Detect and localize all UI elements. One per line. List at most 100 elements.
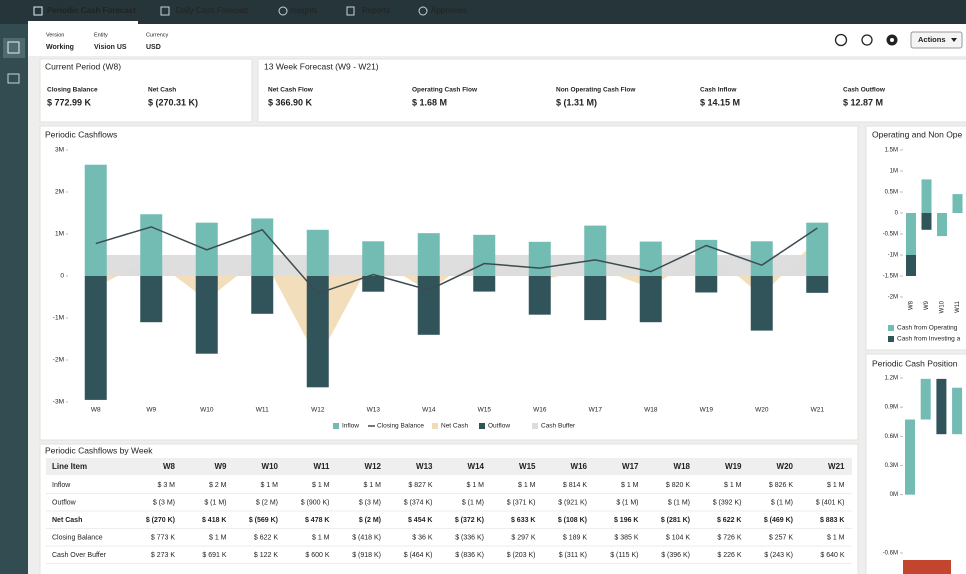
table-cell: $ (921 K): [558, 499, 587, 506]
y-tick-label: -2M: [888, 295, 898, 301]
cash-position-card: [865, 353, 966, 574]
table-cell: $ 478 K: [305, 517, 330, 524]
bar: [695, 276, 718, 293]
y-tick-label: 0.9M: [885, 405, 898, 411]
table-cell: $ (900 K): [301, 499, 330, 506]
x-tick-label: W11: [955, 300, 961, 313]
context-label: Version: [46, 32, 64, 38]
table-cell: $ 1 M: [621, 482, 639, 489]
y-tick-label: -1M: [53, 315, 64, 322]
table-cell: $ 297 K: [511, 534, 535, 541]
table-cell: $ (464 K): [404, 552, 433, 559]
bar: [306, 229, 329, 276]
legend-label[interactable]: Inflow: [342, 423, 359, 430]
table-cell: $ (203 K): [507, 552, 536, 559]
forecast-card: [257, 58, 966, 123]
actions-button[interactable]: [910, 31, 963, 49]
table-cell: $ (270 K): [146, 517, 175, 524]
table-cell: $ 196 K: [614, 517, 639, 524]
nav-tab[interactable]: Daily Cash Forecast: [176, 6, 249, 15]
sidebar-item-active[interactable]: [3, 38, 25, 58]
tab-icon: [346, 6, 355, 16]
table-cell: $ 633 K: [511, 517, 536, 524]
table-cell: $ (374 K): [404, 499, 433, 506]
metric-value: $ 14.15 M: [700, 97, 740, 107]
table-cell: $ (1 M): [771, 499, 793, 506]
context-label: Currency: [146, 32, 169, 38]
table-header: W19: [725, 462, 742, 471]
table-cell: $ 1 M: [260, 482, 278, 489]
bar: [140, 276, 163, 323]
metric-value: $ 12.87 M: [843, 97, 883, 107]
table-cell: $ 418 K: [202, 517, 227, 524]
x-tick-label: W12: [311, 407, 325, 414]
legend-label[interactable]: Cash Buffer: [541, 423, 576, 430]
waterfall-bar: [952, 387, 963, 435]
y-tick-label: 0M: [890, 492, 898, 498]
bar: [306, 276, 329, 388]
y-tick-label: 0: [60, 273, 64, 280]
bar: [84, 164, 107, 276]
table-cell: $ (311 K): [559, 552, 587, 559]
card-title: Periodic Cashflows: [45, 129, 117, 139]
nav-tab[interactable]: Approvals: [431, 6, 467, 15]
y-tick-label: 0.6M: [885, 434, 898, 440]
table-cell: $ 1 M: [724, 482, 742, 489]
bar: [362, 276, 385, 292]
legend-swatch: [888, 325, 894, 331]
table-cell: $ (3 M): [359, 499, 381, 506]
context-value[interactable]: USD: [146, 44, 161, 51]
y-tick-label: -1M: [888, 253, 898, 259]
legend-label[interactable]: Cash from Investing a: [897, 336, 961, 343]
tab-icon: [33, 6, 43, 16]
table-cell: $ 826 K: [769, 482, 793, 489]
y-tick-label: 1.5M: [885, 148, 898, 154]
x-tick-label: W13: [367, 407, 381, 414]
table-cell: $ 1 M: [518, 482, 536, 489]
table-cell: $ 36 K: [412, 534, 433, 541]
sidebar: [0, 24, 28, 574]
legend-label[interactable]: Outflow: [488, 423, 510, 430]
bar: [528, 276, 551, 315]
table-cell: $ 773 K: [151, 534, 175, 541]
legend-swatch: [479, 423, 485, 429]
legend-swatch: [532, 423, 538, 429]
legend-label[interactable]: Net Cash: [441, 423, 468, 430]
metric-label: Closing Balance: [47, 87, 98, 94]
table-header: Line Item: [52, 462, 87, 471]
table-cell: $ 2 M: [209, 482, 227, 489]
legend-swatch: [888, 336, 894, 342]
legend-label[interactable]: Closing Balance: [377, 423, 424, 430]
table-cell: $ (1 M): [204, 499, 226, 506]
refresh-button[interactable]: [861, 34, 873, 46]
table-cell: $ (372 K): [455, 517, 484, 524]
sidebar-icon[interactable]: [7, 73, 20, 84]
y-tick-label: 2M: [55, 189, 64, 196]
nav-tab[interactable]: Periodic Cash Forecast: [47, 6, 136, 15]
waterfall-bar: [936, 378, 947, 435]
card-title: 13 Week Forecast (W9 - W21): [264, 61, 379, 71]
context-value[interactable]: Working: [46, 44, 74, 51]
x-tick-label: W10: [200, 407, 214, 414]
nav-tab[interactable]: Insights: [290, 6, 318, 15]
table-cell: $ 122 K: [254, 552, 278, 559]
metric-label: Non Operating Cash Flow: [556, 87, 636, 94]
legend-label[interactable]: Cash from Operating: [897, 325, 958, 332]
context-bar: [28, 24, 966, 56]
y-tick-label: 1M: [55, 231, 64, 238]
info-button[interactable]: [834, 33, 848, 47]
bar: [937, 213, 947, 237]
table-cell: $ (396 K): [661, 552, 690, 559]
bar: [906, 213, 916, 255]
table-header: W16: [571, 462, 588, 471]
table-cell: $ 1 M: [466, 482, 484, 489]
context-value[interactable]: Vision US: [94, 44, 127, 51]
bar: [251, 218, 274, 276]
table-cell: $ 726 K: [717, 534, 741, 541]
tab-icon: [160, 6, 170, 16]
y-tick-label: 1.2M: [885, 376, 898, 382]
x-tick-label: W15: [478, 407, 492, 414]
nav-tab[interactable]: Reports: [362, 6, 390, 15]
table-cell: $ 454 K: [408, 517, 433, 524]
